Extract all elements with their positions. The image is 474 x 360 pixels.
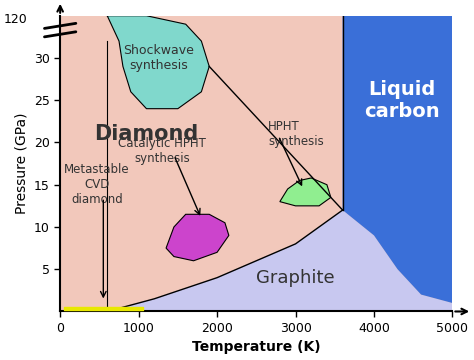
Text: Diamond: Diamond bbox=[94, 124, 199, 144]
Polygon shape bbox=[60, 210, 453, 311]
Text: Graphite: Graphite bbox=[256, 269, 335, 287]
Polygon shape bbox=[280, 178, 331, 206]
Polygon shape bbox=[60, 16, 453, 311]
Polygon shape bbox=[166, 214, 229, 261]
Text: HPHT
synthesis: HPHT synthesis bbox=[268, 120, 324, 148]
Text: 120: 120 bbox=[3, 13, 27, 27]
Polygon shape bbox=[107, 16, 209, 109]
Y-axis label: Pressure (GPa): Pressure (GPa) bbox=[14, 113, 28, 214]
X-axis label: Temperature (K): Temperature (K) bbox=[192, 341, 320, 355]
Text: Liquid
carbon: Liquid carbon bbox=[364, 80, 439, 121]
Text: Metastable
CVD
diamond: Metastable CVD diamond bbox=[64, 163, 130, 206]
Polygon shape bbox=[343, 16, 453, 303]
Text: Shockwave
synthesis: Shockwave synthesis bbox=[123, 44, 194, 72]
Text: Catalytic HPHT
synthesis: Catalytic HPHT synthesis bbox=[118, 137, 206, 165]
